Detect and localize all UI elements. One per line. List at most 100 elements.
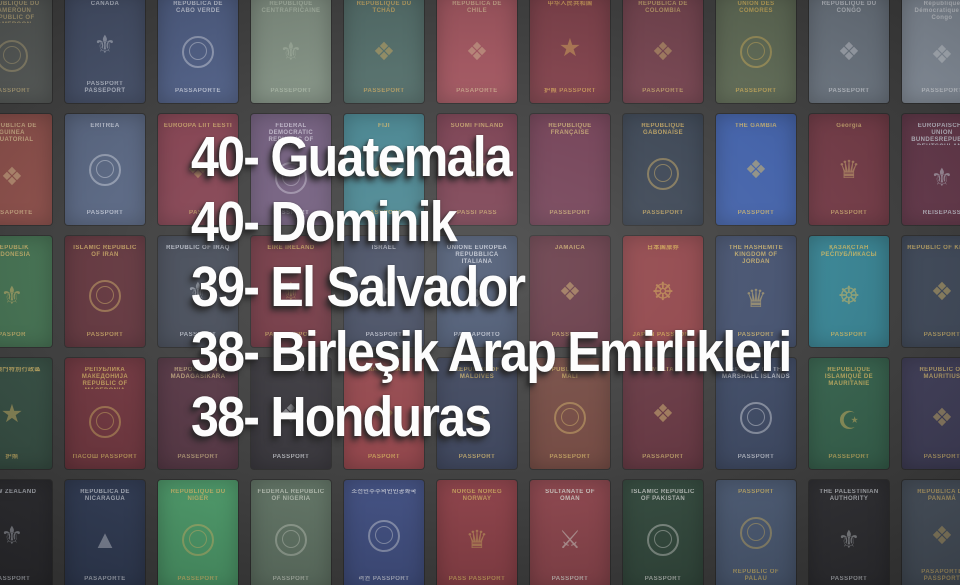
- passport-footer: PASSEPORT: [549, 454, 591, 460]
- passport-pakistan: ISLAMIC REPUBLIC OF PAKISTAN PASSPORT: [623, 480, 703, 585]
- passport-footer: PASSEPORT: [828, 454, 870, 460]
- ranking-line-el-salvador: 39- El Salvador: [191, 255, 526, 319]
- passport-italy: UNIONE EUROPEA REPUBBLICA ITALIANA ❖ PASSA…: [437, 236, 517, 347]
- passport-palau: PASSPORT REPUBLIC OF PALAU: [716, 480, 796, 585]
- passport-nigeria: FEDERAL REPUBLIC OF NIGERIA PASSPORT: [251, 480, 331, 585]
- passport-jordan: THE HASHEMITE KINGDOM OF JORDAN ♛ PASSPORT: [716, 236, 796, 347]
- passport-footer: PASPOR: [0, 332, 26, 338]
- passport-mali: REPUBLIQUE DU MALI PASSEPORT: [530, 358, 610, 469]
- passport-title: 조선민주주의인민공화국: [351, 489, 417, 495]
- passport-gambia: THE GAMBIA ❖ PASSPORT: [716, 114, 796, 225]
- passport-title: REPÚBLICA DE PANAMÁ: [917, 489, 960, 502]
- kazakhstan-emblem-icon: ☸: [837, 281, 861, 310]
- passport-jamaica: JAMAICA ❖ PASSPORT: [530, 236, 610, 347]
- passport-title: 中國澳門特別行政區: [0, 367, 41, 373]
- passport-footer: PASSPORT: [272, 454, 310, 460]
- passport-footer: PASSPORT: [644, 576, 682, 582]
- passport-title: ERITREA: [90, 123, 120, 129]
- ranking-line-guatemala: 40- Guatemala: [191, 125, 513, 189]
- passport-georgia: Georgia ♛ PASSPORT: [809, 114, 889, 225]
- passport-indonesia: REPUBLIK INDONESIA ⚜ PASPOR: [0, 236, 52, 347]
- passport-nicaragua: REPUBLICA DE NICARAGUA ▲ PASAPORTE: [65, 480, 145, 585]
- passport-title: EIRE IRELAND: [267, 245, 315, 251]
- passport-title: CANADA: [90, 1, 120, 7]
- cameroon-emblem-icon: [0, 39, 28, 72]
- mauritius-emblem-icon: ❖: [930, 403, 954, 432]
- passport-kenya: REPUBLIC OF KENYA ❖ PASSPORT: [902, 236, 960, 347]
- malta-emblem-icon: ❖: [651, 400, 675, 428]
- passport-cape-verde: REPÚBLICA DE CABO VERDE PASSAPORTE: [158, 0, 238, 103]
- passport-footer: ПАСОШ PASSPORT: [72, 454, 138, 460]
- passport-footer: PASSPORT: [86, 332, 124, 338]
- passport-title: 日本国旅券: [646, 245, 679, 251]
- central-african-republic-emblem-icon: ⚜: [279, 37, 303, 66]
- passport-title: 中华人民共和国: [547, 1, 593, 7]
- passport-madagascar: REPOBLIKAN'I MADAGASIKARA PASSEPORT: [158, 358, 238, 469]
- passport-israel: ISRAEL ✶ PASSPORT: [344, 236, 424, 347]
- passport-footer: PASSEPORT: [549, 210, 591, 216]
- passport-mauritania: REPUBLIQUE ISLAMIQUE DE MAURITANIE ☪ PASSE…: [809, 358, 889, 469]
- ranking-line-birleşik-arap-emirlikleri: 38- Birleşik Arap Emirlikleri: [191, 320, 792, 384]
- passport-footer: PASSPORT: [830, 576, 868, 582]
- passport-title: ISLAMIC REPUBLIC OF PAKISTAN: [631, 489, 695, 502]
- passport-title: MALTA: [651, 367, 675, 373]
- mali-emblem-icon: [554, 401, 586, 434]
- passport-footer: PAS PASSPORT: [264, 332, 318, 338]
- passport-iran: ISLAMIC REPUBLIC OF IRAN PASSPORT: [65, 236, 145, 347]
- passport-macedonia: РЕПУБЛИКА МАКЕДОНИЈА REPUBLIC OF MACEDON…: [65, 358, 145, 469]
- passport-title: REPÚBLICA DE COLOMBIA: [638, 1, 688, 14]
- passport-footer: PASSAPORTO: [453, 332, 501, 338]
- passport-title: REPUBLIC OF THE MARSHALL ISLANDS: [722, 367, 790, 380]
- passport-title: REPUBLICA DE CHILE: [452, 1, 502, 14]
- passport-chile: REPUBLICA DE CHILE ❖ PASAPORTE: [437, 0, 517, 103]
- passport-title: REPUBLIC OF KENYA: [907, 245, 960, 251]
- passport-fiji: FIJI ❖ PASSPORT: [344, 114, 424, 225]
- passport-footer: PASSPORT: [551, 576, 589, 582]
- passport-footer: PASAPORTE PASSPORT: [921, 569, 960, 582]
- norway-emblem-icon: ♛: [465, 525, 489, 554]
- passport-footer: PASS PASSPORT: [448, 576, 506, 582]
- passport-footer: PASSPORT: [923, 332, 960, 338]
- passport-panama: REPÚBLICA DE PANAMÁ ❖ PASAPORTE PASSPORT: [902, 480, 960, 585]
- passport-footer: JAPAN PASSPORT: [632, 332, 694, 338]
- passport-title: Georgia: [836, 123, 862, 129]
- palau-emblem-icon: [740, 516, 772, 549]
- mauritania-emblem-icon: ☪: [837, 407, 861, 435]
- passport-finland: SUOMI FINLAND ♛ PASSI PASS: [437, 114, 517, 225]
- passport-title: REPUBLIC OF IRAQ: [166, 245, 230, 251]
- japan-emblem-icon: ☸: [651, 278, 675, 306]
- passport-eritrea: ERITREA PASSPORT: [65, 114, 145, 225]
- passport-title: FIJI: [378, 123, 390, 129]
- passport-footer: PASSPORT: [923, 454, 960, 460]
- passport-title: REPUBLIQUE DU NIGER: [170, 489, 226, 502]
- passport-canada: CANADA ⚜ PASSPORT PASSEPORT: [65, 0, 145, 103]
- passport-footer: PASSPORT: [365, 210, 403, 216]
- passport-footer: PASS: [189, 210, 207, 216]
- passport-title: ҚАЗАҚСТАН РЕСПУБЛИКАСЫ: [821, 245, 877, 258]
- ranking-line-honduras: 38- Honduras: [191, 385, 492, 449]
- passport-footer: PASAPORTE: [456, 88, 498, 94]
- macau-emblem-icon: ★: [0, 400, 24, 428]
- passport-footer: 려권 PASSPORT: [358, 576, 410, 582]
- passport-footer: REPUBLIC OF PALAU: [732, 569, 780, 582]
- passport-ethiopia: FEDERAL DEMOCRATIC REPUBLIC OF ETHIOPIA P…: [251, 114, 331, 225]
- passport-maldives: REPUBLIC OF MALDIVES ☪ PASSPORT: [437, 358, 517, 469]
- passport-title: REPUBLIC OF MALDIVES: [454, 367, 500, 380]
- passport-footer: PASSPORT: [272, 576, 310, 582]
- passport-mauritius: REPUBLIC OF MAURITIUS ❖ PASSPORT: [902, 358, 960, 469]
- passport-footer: PASAPORTE: [0, 210, 33, 216]
- passport-title: REPUBLICA DE GUINEA ECUATORIAL: [0, 123, 37, 143]
- passport-title: NORGE NOREG NORWAY: [451, 489, 503, 502]
- passport-title: ISLAMIC REPUBLIC OF IRAN: [73, 245, 137, 258]
- fiji-emblem-icon: ❖: [372, 156, 396, 184]
- passport-chad: REPUBLIQUE DU TCHAD ❖ PASSEPORT: [344, 0, 424, 103]
- indonesia-emblem-icon: ⚜: [0, 281, 24, 310]
- passport-footer: PASSEPORT: [828, 88, 870, 94]
- passport-title: THE HASHEMITE KINGDOM OF JORDAN: [728, 245, 784, 265]
- passport-title: REPUBLIQUE CENTRAFRICAINE: [261, 1, 321, 14]
- passport-malawi: MALAWI ❖ PASSPORT: [251, 358, 331, 469]
- passport-footer: PASSEPORT: [177, 576, 219, 582]
- passport-title: EUROPÄISCHE UNION BUNDESREPUBLIK DEUTSCH…: [911, 123, 960, 145]
- passport-footer: PASPORT: [367, 454, 401, 460]
- passport-equatorial-guinea: REPUBLICA DE GUINEA ECUATORIAL ❖ PASAPORTE: [0, 114, 52, 225]
